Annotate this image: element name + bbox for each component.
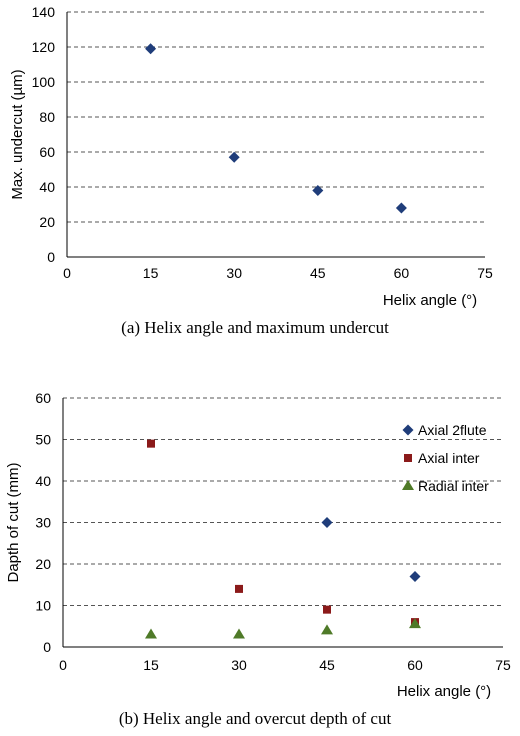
b-legend-marker	[402, 480, 414, 490]
b-y-tick-label: 40	[35, 473, 51, 489]
a-data-point	[312, 185, 324, 196]
b-x-tick-label: 75	[495, 657, 511, 673]
b-x-axis-label: Helix angle (°)	[397, 683, 491, 700]
a-x-tick-label: 60	[394, 265, 410, 281]
a-y-tick-label: 80	[39, 109, 55, 125]
a-y-tick-label: 100	[32, 74, 56, 90]
b-data-point	[235, 584, 243, 593]
b-data-point	[321, 517, 333, 528]
a-data-point	[145, 43, 157, 55]
a-y-tick-label: 40	[39, 179, 55, 195]
a-y-tick-label: 120	[32, 39, 56, 55]
b-legend-label: Axial inter	[418, 450, 480, 466]
a-x-axis-label: Helix angle (°)	[383, 292, 477, 309]
a-y-tick-label: 60	[39, 144, 55, 160]
b-data-point	[233, 628, 245, 639]
b-x-tick-label: 0	[59, 657, 67, 673]
b-legend-marker	[402, 424, 414, 436]
b-data-point	[147, 439, 155, 448]
b-y-tick-label: 50	[35, 432, 51, 448]
b-x-tick-label: 15	[143, 657, 159, 673]
a-x-tick-label: 0	[63, 265, 71, 281]
b-y-tick-label: 0	[43, 639, 51, 655]
a-x-tick-label: 30	[226, 265, 242, 281]
b-y-tick-label: 30	[35, 515, 51, 531]
a-x-tick-label: 15	[143, 265, 159, 281]
a-data-point	[395, 202, 407, 214]
b-y-tick-label: 20	[35, 556, 51, 572]
b-data-point	[145, 628, 157, 639]
b-x-tick-label: 60	[407, 657, 423, 673]
b-data-point	[409, 570, 421, 582]
a-y-tick-label: 0	[47, 249, 55, 265]
b-y-axis-label: Dapth of cut (mm)	[5, 462, 22, 582]
a-x-tick-label: 45	[310, 265, 326, 281]
a-y-tick-label: 20	[39, 214, 55, 230]
chart-a-caption: (a) Helix angle and maximum undercut	[121, 318, 389, 337]
b-legend-label: Radial inter	[418, 478, 489, 494]
b-data-point	[323, 605, 331, 614]
b-legend-label: Axial 2flute	[418, 422, 487, 438]
a-y-tick-label: 140	[32, 4, 56, 20]
chart-a: 0 20 40 60 80 100 120 140 0 15 30 45 60 75 Max. underc…	[9, 4, 493, 309]
b-data-point	[321, 624, 333, 635]
chart-b: 0 10 20 30 40 50 60 0 15 30 45 60 75 Dapth of cut (mm…	[5, 390, 511, 700]
b-y-tick-label: 60	[35, 390, 51, 406]
chart-b-caption: (b) Helix angle and overcut depth of cut	[119, 709, 392, 728]
a-y-axis-label: Max. undercut (µm)	[9, 69, 26, 199]
a-data-point	[228, 151, 240, 163]
b-legend-marker	[404, 454, 412, 462]
b-x-tick-label: 45	[319, 657, 335, 673]
b-data-point	[409, 618, 421, 629]
b-x-tick-label: 30	[231, 657, 247, 673]
a-x-tick-label: 75	[477, 265, 493, 281]
b-y-tick-label: 10	[35, 598, 51, 614]
